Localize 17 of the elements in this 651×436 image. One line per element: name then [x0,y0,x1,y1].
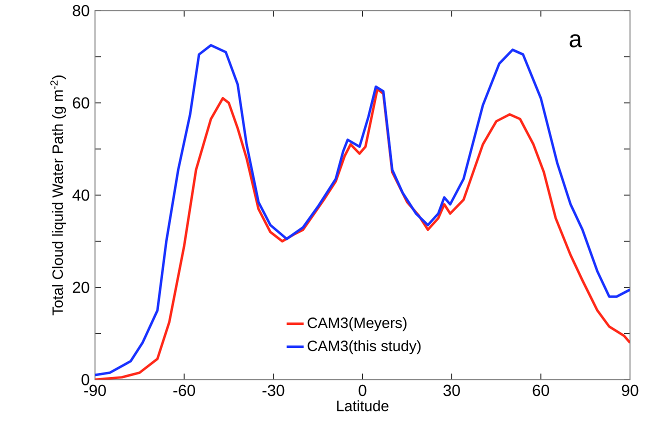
annotation: a [570,34,582,48]
legend-label: CAM3(this study) [308,340,421,354]
x-tick-label: 90 [622,384,638,396]
x-axis-title: Latitude [337,400,388,412]
y-tick-label: 60 [72,97,90,109]
x-tick-label: 0 [358,384,366,396]
y-axis-title: Total Cloud liquid Water Path (g m$^{-2}$) [50,76,66,316]
x-tick-label: -30 [262,384,284,396]
x-tick-label: 60 [532,384,550,396]
legend-label: CAM3(Meyers) [308,317,406,332]
y-tick-label: 80 [72,5,90,16]
y-tick-label: 40 [72,190,90,201]
x-tick-label: -90 [84,384,106,396]
y-tick-label: 0 [82,374,90,386]
x-tick-label: -60 [173,384,196,396]
x-tick-label: 30 [443,384,460,396]
y-tick-label: 20 [72,282,90,294]
